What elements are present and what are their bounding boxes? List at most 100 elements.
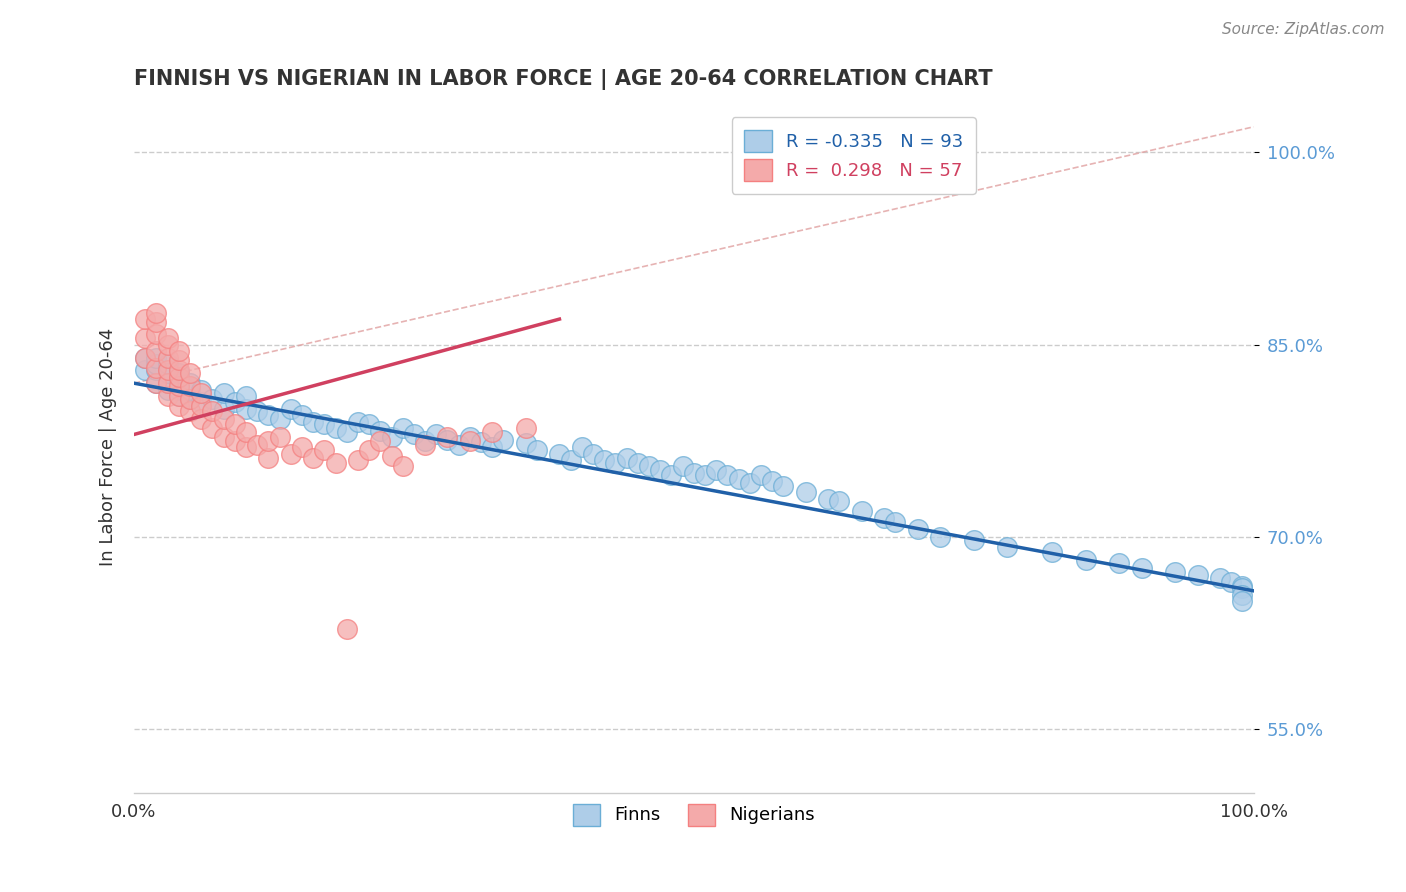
Point <box>167 366 190 380</box>
Point <box>269 412 291 426</box>
Point <box>257 450 280 465</box>
Point <box>370 424 392 438</box>
Point <box>526 442 548 457</box>
Point <box>201 421 224 435</box>
Point <box>167 399 190 413</box>
Point <box>370 434 392 448</box>
Point <box>224 434 246 448</box>
Point <box>447 438 470 452</box>
Point <box>1074 553 1097 567</box>
Point <box>347 453 370 467</box>
Point <box>145 315 167 329</box>
Point <box>179 378 201 392</box>
Point <box>851 504 873 518</box>
Point <box>190 412 212 426</box>
Point <box>359 442 381 457</box>
Point <box>963 533 986 547</box>
Point <box>167 378 190 392</box>
Legend: Finns, Nigerians: Finns, Nigerians <box>565 797 823 833</box>
Point <box>167 363 190 377</box>
Point <box>156 351 179 365</box>
Point <box>884 515 907 529</box>
Point <box>156 337 179 351</box>
Point <box>224 417 246 432</box>
Point <box>314 442 336 457</box>
Point <box>492 433 515 447</box>
Point <box>548 447 571 461</box>
Point <box>560 453 582 467</box>
Point <box>179 366 201 380</box>
Point <box>145 357 167 371</box>
Point <box>458 430 481 444</box>
Point <box>179 383 201 397</box>
Point <box>425 427 447 442</box>
Point <box>179 376 201 391</box>
Point <box>413 434 436 448</box>
Point <box>693 468 716 483</box>
Point <box>156 389 179 403</box>
Point <box>201 404 224 418</box>
Point <box>650 463 672 477</box>
Point <box>929 530 952 544</box>
Point <box>235 401 257 416</box>
Point <box>167 374 190 388</box>
Y-axis label: In Labor Force | Age 20-64: In Labor Force | Age 20-64 <box>100 328 117 566</box>
Point <box>190 399 212 413</box>
Point <box>817 491 839 506</box>
Point <box>402 427 425 442</box>
Point <box>134 331 156 345</box>
Point <box>907 522 929 536</box>
Point <box>190 383 212 397</box>
Point <box>302 450 325 465</box>
Point <box>380 449 402 463</box>
Point <box>201 392 224 406</box>
Point <box>145 376 167 391</box>
Point <box>1232 581 1254 595</box>
Point <box>794 485 817 500</box>
Point <box>246 404 269 418</box>
Point <box>704 463 727 477</box>
Point <box>436 430 458 444</box>
Point <box>605 456 627 470</box>
Point <box>246 438 269 452</box>
Point <box>212 386 235 401</box>
Point <box>179 392 201 406</box>
Point <box>212 401 235 416</box>
Point <box>145 376 167 391</box>
Point <box>749 468 772 483</box>
Point <box>873 510 896 524</box>
Point <box>1164 565 1187 579</box>
Point <box>436 433 458 447</box>
Point <box>156 376 179 391</box>
Point <box>682 466 704 480</box>
Point <box>391 421 413 435</box>
Point <box>156 331 179 345</box>
Point <box>269 430 291 444</box>
Point <box>190 395 212 409</box>
Point <box>280 401 302 416</box>
Point <box>145 360 167 375</box>
Point <box>145 327 167 342</box>
Point <box>156 376 179 391</box>
Point <box>593 453 616 467</box>
Point <box>156 363 179 377</box>
Point <box>156 383 179 397</box>
Point <box>515 421 537 435</box>
Point <box>347 415 370 429</box>
Point <box>257 434 280 448</box>
Point <box>661 468 683 483</box>
Point <box>167 353 190 368</box>
Point <box>1187 568 1209 582</box>
Point <box>761 474 783 488</box>
Point <box>167 344 190 359</box>
Point <box>1232 588 1254 602</box>
Point <box>134 351 156 365</box>
Point <box>458 434 481 448</box>
Point <box>616 450 638 465</box>
Point <box>727 472 749 486</box>
Point <box>291 440 314 454</box>
Point <box>145 351 167 365</box>
Point <box>772 479 794 493</box>
Point <box>145 363 167 377</box>
Point <box>1209 571 1232 585</box>
